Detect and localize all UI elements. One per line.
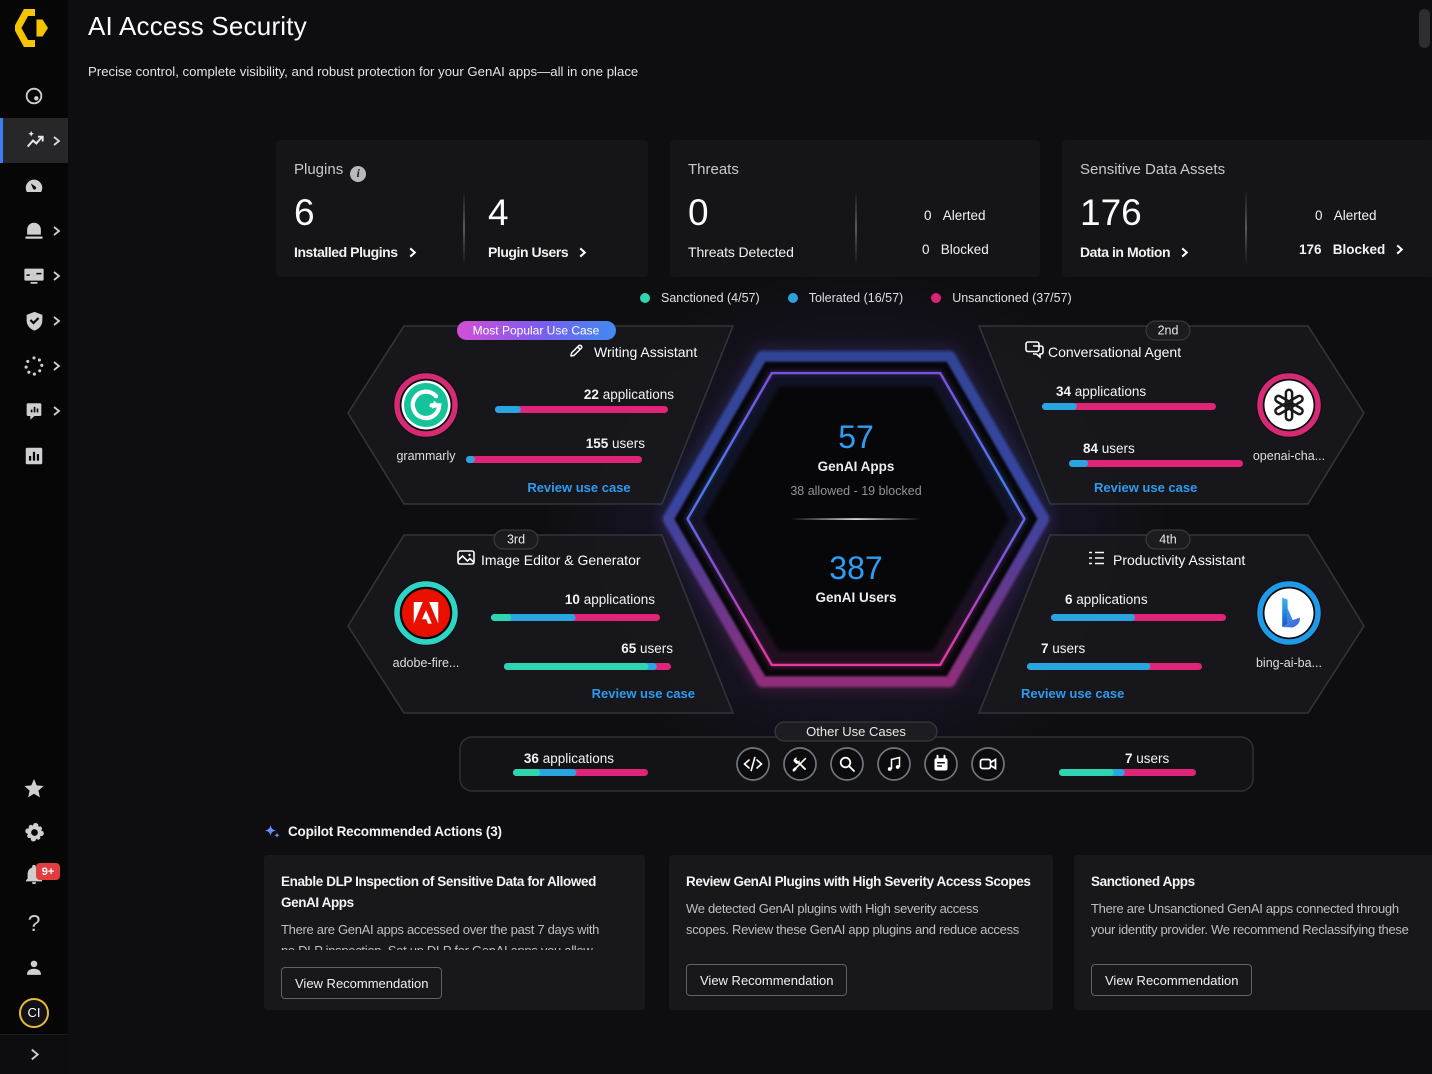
svg-text:Conversational Agent: Conversational Agent [1048,344,1181,360]
svg-text:bing-ai-ba...: bing-ai-ba... [1256,656,1322,670]
svg-text:387: 387 [829,550,882,586]
svg-text:Review use case: Review use case [1021,686,1124,701]
svg-text:57: 57 [838,419,874,455]
svg-text:7 users: 7 users [1125,751,1170,766]
svg-text:adobe-fire...: adobe-fire... [393,656,460,670]
svg-text:Review use case: Review use case [527,480,630,495]
svg-text:3rd: 3rd [507,533,525,547]
svg-text:openai-cha...: openai-cha... [1253,449,1325,463]
svg-text:38 allowed - 19 blocked: 38 allowed - 19 blocked [790,484,921,498]
svg-text:155 users: 155 users [586,436,646,451]
svg-text:22 applications: 22 applications [584,387,674,402]
svg-text:84 users: 84 users [1083,441,1135,456]
svg-text:Review use case: Review use case [592,686,695,701]
svg-text:GenAI Users: GenAI Users [815,590,896,605]
svg-text:10 applications: 10 applications [565,592,655,607]
svg-text:7 users: 7 users [1041,641,1086,656]
svg-text:Image Editor & Generator: Image Editor & Generator [481,552,641,568]
svg-text:6 applications: 6 applications [1065,592,1148,607]
svg-text:Other Use Cases: Other Use Cases [806,724,906,739]
svg-text:2nd: 2nd [1158,324,1179,338]
svg-text:34 applications: 34 applications [1056,384,1146,399]
svg-text:Review use case: Review use case [1094,480,1197,495]
svg-text:Most Popular Use Case: Most Popular Use Case [473,324,600,338]
svg-text:65 users: 65 users [621,641,673,656]
svg-text:GenAI Apps: GenAI Apps [818,459,895,474]
svg-text:36 applications: 36 applications [524,751,614,766]
svg-text:Writing Assistant: Writing Assistant [594,344,697,360]
svg-text:grammarly: grammarly [396,449,456,463]
svg-text:4th: 4th [1159,533,1176,547]
svg-text:Productivity Assistant: Productivity Assistant [1113,552,1245,568]
